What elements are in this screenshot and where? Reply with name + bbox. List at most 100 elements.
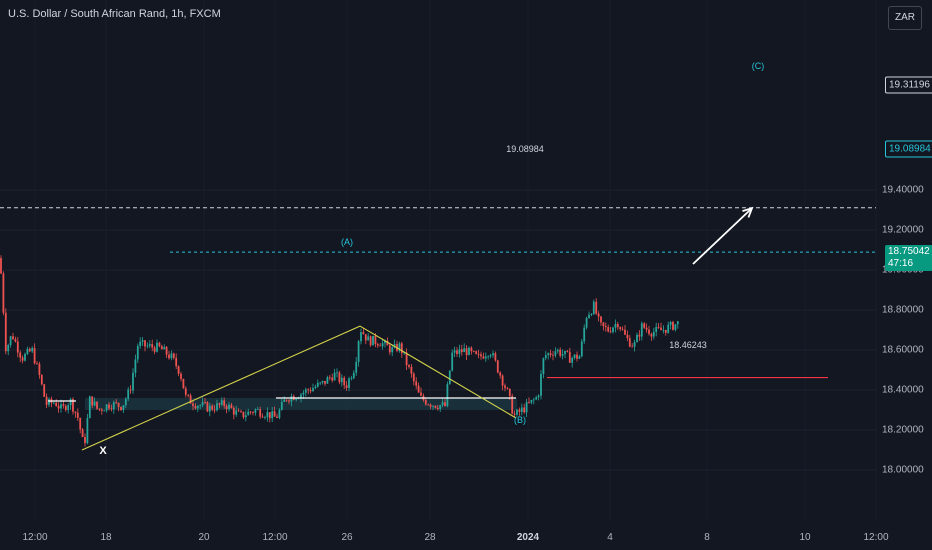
candle-body bbox=[328, 377, 331, 379]
candle-body bbox=[453, 350, 456, 353]
candle-body bbox=[220, 400, 223, 405]
candle-body bbox=[434, 405, 437, 408]
candle-body bbox=[189, 395, 192, 404]
candle-body bbox=[660, 327, 662, 331]
candle-body bbox=[532, 399, 535, 401]
candle-body bbox=[276, 416, 278, 418]
candle-body bbox=[492, 353, 494, 356]
y-tick-label: 18.40000 bbox=[882, 384, 924, 396]
candle-body bbox=[158, 342, 161, 347]
candle-body bbox=[520, 407, 523, 412]
candle-body bbox=[592, 301, 595, 315]
candle-body bbox=[482, 356, 485, 359]
candle-body bbox=[271, 411, 274, 419]
candle-body bbox=[384, 340, 386, 344]
candle-body bbox=[616, 324, 619, 328]
candle-body bbox=[307, 389, 310, 391]
candle-body bbox=[638, 334, 641, 337]
candle-body bbox=[667, 324, 670, 333]
candle-body bbox=[177, 366, 180, 374]
wave-label-c: (C) bbox=[751, 61, 765, 71]
candle-body bbox=[369, 336, 372, 346]
candle-body bbox=[225, 405, 228, 410]
candle-body bbox=[523, 407, 526, 413]
candle-body bbox=[115, 402, 118, 404]
abc-wave-lines bbox=[81, 325, 517, 451]
candle-body bbox=[288, 400, 290, 402]
x-tick-label: 26 bbox=[341, 532, 353, 543]
candle-body bbox=[139, 341, 142, 347]
candle-body bbox=[112, 402, 115, 410]
candle-body bbox=[607, 327, 610, 332]
candle-body bbox=[612, 327, 614, 332]
currency-button[interactable]: ZAR bbox=[888, 6, 922, 30]
candle-body bbox=[295, 398, 298, 400]
candle-body bbox=[340, 377, 343, 383]
candle-body bbox=[561, 354, 564, 356]
candle-body bbox=[204, 402, 206, 403]
candle-body bbox=[571, 357, 574, 363]
candle-body bbox=[645, 327, 648, 330]
candle-body bbox=[636, 334, 638, 343]
candle-body bbox=[43, 384, 46, 397]
candle-body bbox=[652, 331, 655, 337]
candle-body bbox=[655, 326, 658, 332]
candle-body bbox=[9, 336, 12, 346]
candle-body bbox=[542, 358, 545, 374]
candle-body bbox=[547, 353, 550, 356]
candle-body bbox=[300, 394, 302, 399]
candle-body bbox=[444, 402, 446, 407]
candle-body bbox=[36, 363, 38, 365]
candle-body bbox=[631, 346, 634, 348]
candle-body bbox=[170, 353, 173, 359]
candle-body bbox=[33, 348, 36, 364]
candle-body bbox=[633, 342, 636, 347]
candle-body bbox=[343, 377, 346, 386]
bar-countdown: 47:16 bbox=[888, 258, 914, 269]
candle-body bbox=[52, 402, 55, 404]
candle-body bbox=[405, 352, 408, 366]
candle-body bbox=[672, 321, 674, 330]
candle-body bbox=[619, 327, 622, 329]
candle-body bbox=[595, 301, 598, 314]
candle-body bbox=[676, 321, 679, 325]
candle-body bbox=[604, 326, 607, 328]
candle-body bbox=[580, 341, 583, 357]
candle-body bbox=[516, 409, 518, 415]
y-tick-label: 19.40000 bbox=[882, 184, 924, 196]
candle-body bbox=[321, 380, 324, 383]
candle-body bbox=[196, 406, 199, 409]
candle-body bbox=[297, 398, 300, 400]
candle-body bbox=[600, 316, 602, 323]
candle-body bbox=[144, 340, 146, 347]
candle-body bbox=[141, 340, 144, 342]
candle-body bbox=[129, 389, 132, 391]
candle-body bbox=[136, 346, 139, 360]
candle-body bbox=[506, 387, 509, 389]
candle-body bbox=[79, 418, 82, 430]
candle-body bbox=[64, 405, 67, 411]
candle-body bbox=[535, 397, 538, 400]
candle-body bbox=[448, 370, 451, 385]
candle-body bbox=[122, 405, 125, 411]
candle-body bbox=[336, 372, 338, 374]
candle-body bbox=[2, 273, 5, 313]
level-label-18-46243: 18.46243 bbox=[669, 340, 707, 350]
candle-body bbox=[88, 396, 91, 419]
x-tick-label: 20 bbox=[198, 532, 210, 543]
x-tick-label: 10 bbox=[799, 532, 811, 543]
current-price-tag: 18.75042 47:16 bbox=[885, 245, 932, 271]
target-c-price-tag: 19.31196 bbox=[885, 76, 932, 94]
candle-body bbox=[249, 411, 252, 413]
candle-body bbox=[554, 351, 557, 356]
candle-body bbox=[484, 356, 487, 359]
candle-body bbox=[470, 347, 473, 352]
candle-body bbox=[458, 349, 461, 354]
candle-body bbox=[285, 399, 288, 401]
candle-body bbox=[160, 346, 163, 350]
candle-body bbox=[559, 349, 562, 356]
candle-body bbox=[463, 348, 466, 353]
chart-grid bbox=[0, 189, 876, 471]
candle-body bbox=[352, 372, 355, 379]
